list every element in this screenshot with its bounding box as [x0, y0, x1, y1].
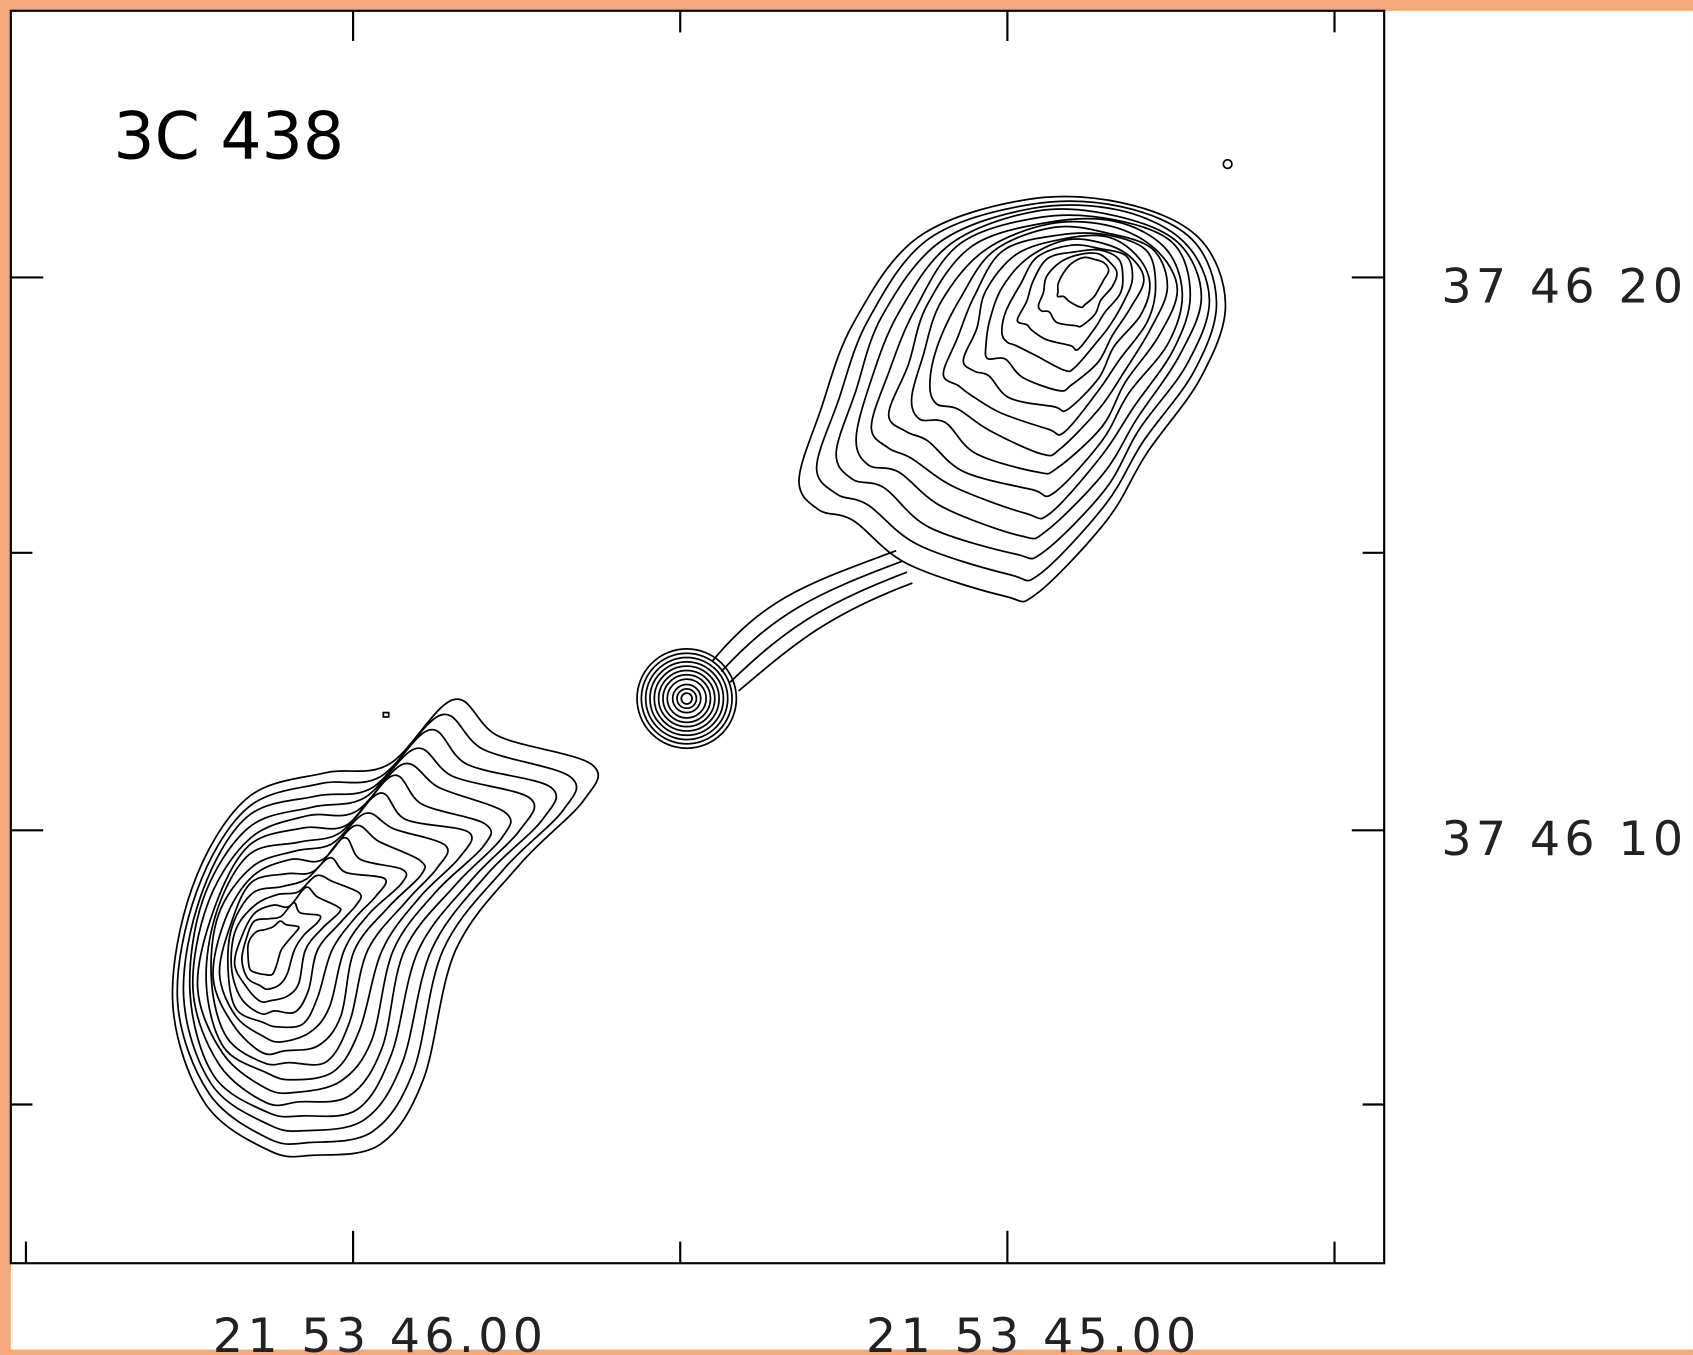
y-tick-label: 37 46 10 [1441, 812, 1687, 867]
y-tick-label: 37 46 20 [1441, 259, 1687, 314]
x-tick-label: 21 53 45.00 [866, 1309, 1201, 1355]
contour-figure: 3C 438 37 46 20 37 46 10 21 53 46.00 21 … [0, 0, 1693, 1355]
source-name: 3C 438 [113, 100, 344, 175]
x-tick-label: 21 53 46.00 [213, 1309, 548, 1355]
figure-background [11, 11, 1693, 1350]
page: 3C 438 37 46 20 37 46 10 21 53 46.00 21 … [0, 0, 1693, 1355]
